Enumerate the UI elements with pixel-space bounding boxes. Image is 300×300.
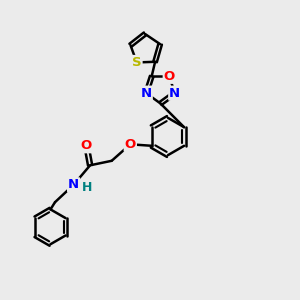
- Text: O: O: [164, 70, 175, 83]
- Text: N: N: [141, 87, 152, 100]
- Text: O: O: [81, 139, 92, 152]
- Text: N: N: [169, 87, 180, 100]
- Text: S: S: [132, 56, 142, 69]
- Text: N: N: [68, 178, 79, 191]
- Text: H: H: [82, 181, 92, 194]
- Text: O: O: [125, 138, 136, 151]
